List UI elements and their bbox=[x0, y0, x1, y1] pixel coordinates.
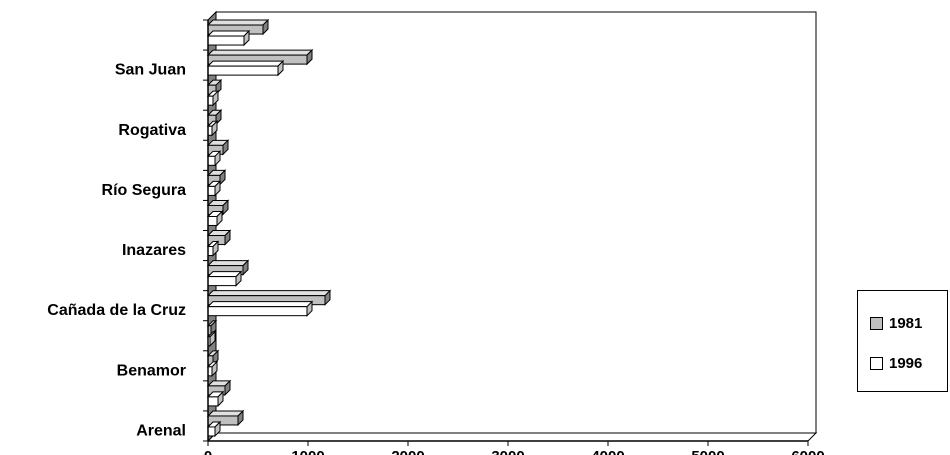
bar-top-1981-12 bbox=[206, 49, 314, 56]
y-tick-label-benamor: Benamor bbox=[117, 362, 186, 379]
y-tick-label-arenal: Arenal bbox=[136, 422, 186, 439]
x-tick-label-1000: 1000 bbox=[291, 448, 324, 455]
bar-1996-0 bbox=[206, 420, 222, 438]
bar-front-1996-4 bbox=[207, 306, 308, 317]
x-tick-label-4000: 4000 bbox=[591, 448, 624, 455]
side-wall bbox=[207, 10, 217, 443]
bar-front-1996-1 bbox=[207, 396, 219, 407]
x-tick-label-2000: 2000 bbox=[391, 448, 424, 455]
floor bbox=[206, 432, 818, 442]
labels-group: 0 1000 2000 3000 4000 5000 6000 Arenal Benamor Ca… bbox=[47, 62, 824, 455]
y-tick-label-san-juan: San Juan bbox=[115, 62, 186, 79]
back-wall bbox=[215, 11, 817, 434]
bar-1996-3 bbox=[206, 330, 217, 347]
bar-front-1996-12 bbox=[207, 65, 279, 76]
bar-1981-3 bbox=[206, 319, 218, 336]
bar-top-1981-0 bbox=[206, 410, 245, 417]
bar-1981-6 bbox=[206, 229, 232, 246]
bar-front-1996-0 bbox=[207, 426, 216, 437]
x-tick-label-3000: 3000 bbox=[491, 448, 524, 455]
bar-top-1981-5 bbox=[206, 260, 250, 267]
bar-front-1996-7 bbox=[207, 215, 218, 226]
bar-1996-2 bbox=[206, 360, 219, 378]
legend-label-1996: 1996 bbox=[889, 354, 923, 372]
plot-area bbox=[206, 10, 818, 443]
bar-1996-4 bbox=[206, 300, 314, 317]
legend-swatch-1996 bbox=[870, 356, 883, 370]
y-tick-label-ca-ada-de-la-cruz: Cañada de la Cruz bbox=[47, 302, 186, 319]
legend-item-1981: 1981 bbox=[870, 313, 922, 333]
x-tick-label-0: 0 bbox=[204, 448, 212, 455]
bar-front-1996-9 bbox=[207, 155, 216, 166]
bar-front-1996-13 bbox=[207, 35, 245, 46]
legend-label-1981: 1981 bbox=[889, 314, 923, 332]
bar-front-1996-5 bbox=[207, 276, 237, 287]
bar-top-1996-13 bbox=[206, 30, 251, 37]
bar-1981-5 bbox=[206, 259, 250, 276]
bar-top-1981-13 bbox=[206, 19, 270, 26]
bar-1996-1 bbox=[206, 390, 225, 408]
bar-1996-8 bbox=[206, 180, 222, 197]
bar-front-1996-8 bbox=[207, 185, 216, 196]
bar-1996-13 bbox=[206, 29, 251, 47]
y-tick-label-rogativa: Rogativa bbox=[118, 122, 186, 139]
y-tick-label-inazares: Inazares bbox=[122, 242, 186, 259]
legend: 1981 1996 bbox=[857, 290, 948, 392]
bar-1996-12 bbox=[206, 59, 285, 77]
bar-top-1996-12 bbox=[206, 60, 285, 67]
x-tick-label-5000: 5000 bbox=[691, 448, 724, 455]
y-tick-label-r-o-segura: Río Segura bbox=[102, 182, 187, 199]
axes-group bbox=[203, 19, 809, 446]
bar-1981-9 bbox=[206, 139, 230, 156]
bar-1996-5 bbox=[206, 270, 243, 287]
legend-swatch-1981 bbox=[870, 316, 883, 330]
x-tick-label-6000: 6000 bbox=[791, 448, 824, 455]
bar-top-1996-4 bbox=[206, 301, 314, 308]
bar-1996-10 bbox=[206, 120, 219, 137]
bar-top-1981-4 bbox=[206, 290, 332, 297]
legend-item-1996: 1996 bbox=[870, 353, 922, 373]
